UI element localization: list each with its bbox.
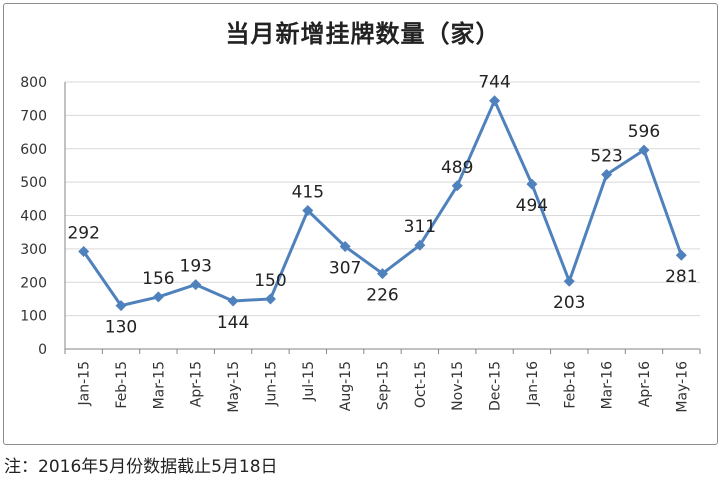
x-tick-label: Nov-15 — [450, 361, 466, 411]
data-point — [638, 144, 650, 156]
data-label: 307 — [329, 259, 361, 279]
data-point — [675, 249, 687, 261]
y-tick-label: 0 — [38, 342, 47, 358]
data-label: 415 — [292, 182, 324, 202]
data-point — [227, 295, 239, 307]
data-point — [414, 239, 426, 251]
y-tick-label: 500 — [20, 175, 47, 191]
y-tick-label: 700 — [20, 108, 47, 124]
data-label: 203 — [553, 293, 585, 313]
x-tick-label: Jan-16 — [525, 361, 541, 407]
y-tick-label: 400 — [20, 209, 47, 225]
data-point — [264, 293, 276, 305]
x-tick-label: Sep-15 — [376, 361, 392, 410]
data-label: 596 — [628, 122, 660, 142]
x-tick-label: Apr-16 — [637, 361, 653, 407]
data-label: 523 — [590, 146, 622, 166]
data-label: 130 — [105, 318, 137, 338]
x-tick-label: Mar-15 — [151, 361, 167, 409]
data-point — [339, 241, 351, 253]
data-point — [489, 95, 501, 107]
data-point — [302, 204, 314, 216]
x-tick-label: Aug-15 — [338, 361, 354, 411]
data-label: 494 — [516, 196, 548, 216]
y-tick-label: 600 — [20, 142, 47, 158]
chart-title: 当月新增挂牌数量（家） — [225, 20, 501, 48]
x-tick-label: Jun-15 — [263, 361, 279, 407]
x-tick-label: Jul-15 — [301, 361, 317, 402]
data-point — [526, 178, 538, 190]
y-tick-label: 300 — [20, 242, 47, 258]
data-label: 144 — [217, 313, 249, 333]
data-point — [190, 279, 202, 291]
data-label: 193 — [180, 257, 212, 277]
footnote: 注：2016年5月份数据截止5月18日 — [4, 457, 278, 477]
y-tick-label: 200 — [20, 275, 47, 291]
chart-frame — [3, 3, 718, 445]
x-tick-label: Mar-16 — [600, 361, 616, 409]
y-tick-label: 800 — [20, 75, 47, 91]
x-tick-label: May-16 — [674, 361, 690, 413]
data-point — [152, 291, 164, 303]
data-point — [115, 300, 127, 312]
x-tick-label: Oct-15 — [413, 361, 429, 408]
data-point — [377, 268, 388, 280]
x-tick-label: Jan-15 — [77, 361, 93, 406]
data-point — [451, 180, 463, 192]
data-label: 281 — [665, 267, 697, 287]
data-label: 489 — [441, 158, 473, 178]
data-label: 150 — [254, 271, 286, 291]
data-point — [78, 246, 90, 258]
x-tick-label: Dec-15 — [488, 361, 504, 411]
data-label: 744 — [478, 73, 510, 93]
data-point — [601, 168, 613, 180]
x-tick-label: May-15 — [226, 361, 242, 413]
x-tick-label: Feb-15 — [114, 361, 130, 409]
data-point — [563, 275, 575, 287]
data-label: 226 — [366, 286, 398, 306]
data-label: 156 — [142, 269, 174, 289]
y-tick-label: 100 — [20, 309, 47, 325]
x-tick-label: Feb-16 — [562, 361, 578, 409]
data-label: 311 — [404, 217, 436, 237]
data-label: 292 — [67, 224, 99, 244]
x-tick-label: Apr-15 — [189, 361, 205, 407]
